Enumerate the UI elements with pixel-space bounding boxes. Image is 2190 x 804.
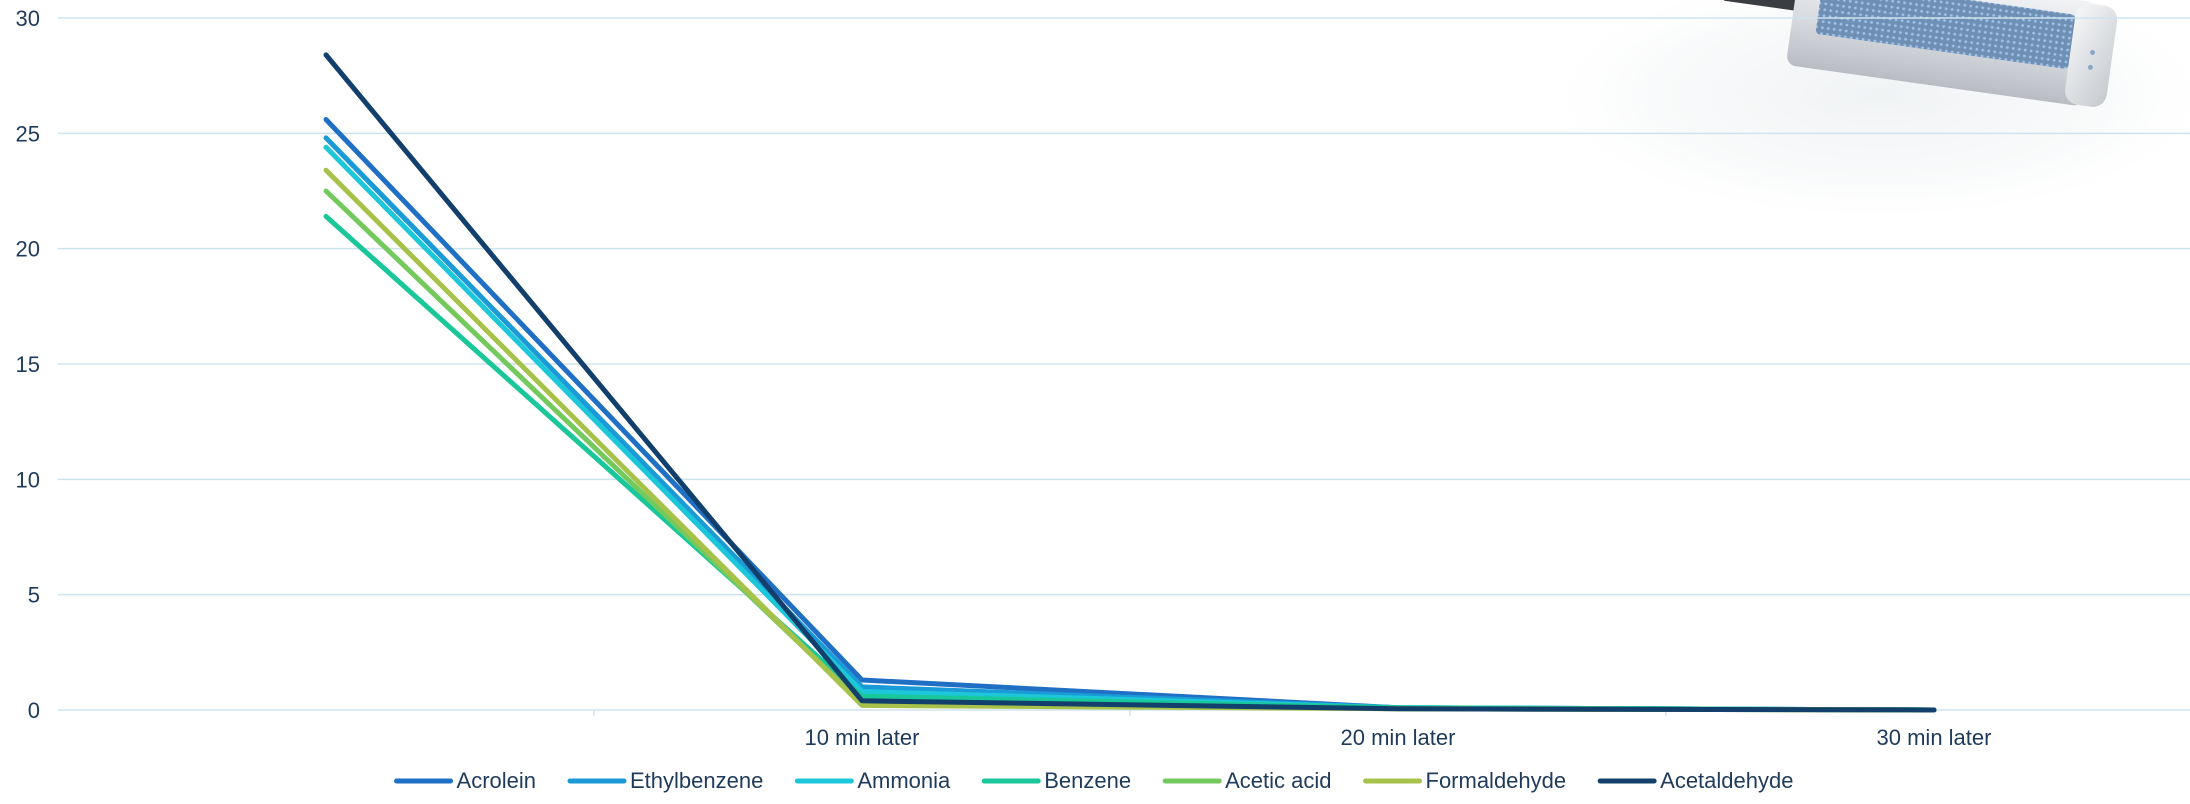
legend-item-ammonia[interactable]: Ammonia bbox=[794, 768, 951, 793]
series-line-benzene bbox=[323, 213, 1937, 713]
x-tick-label: 30 min later bbox=[1877, 725, 1992, 750]
legend-item-acetic-acid[interactable]: Acetic acid bbox=[1162, 768, 1332, 793]
legend: Acrolein Ethylbenzene Ammonia Benzene Acetic… bbox=[394, 768, 1793, 793]
y-tick-label: 15 bbox=[16, 352, 40, 377]
legend-item-acetaldehyde[interactable]: Acetaldehyde bbox=[1597, 768, 1793, 793]
y-tick-label: 20 bbox=[16, 237, 40, 262]
y-tick-label: 5 bbox=[28, 583, 40, 608]
legend-label: Acetaldehyde bbox=[1660, 768, 1793, 793]
y-tick-label: 25 bbox=[16, 121, 40, 146]
legend-label: Formaldehyde bbox=[1426, 768, 1567, 793]
legend-label: Acetic acid bbox=[1225, 768, 1331, 793]
series-line-ammonia bbox=[323, 144, 1937, 713]
legend-item-benzene[interactable]: Benzene bbox=[981, 768, 1131, 793]
series-lines bbox=[323, 52, 1937, 713]
gridlines bbox=[58, 17, 2190, 711]
series-line-acetaldehyde bbox=[323, 52, 1937, 713]
product-image bbox=[1540, 0, 2190, 225]
series-line-acrolein bbox=[323, 117, 1937, 713]
legend-label: Ammonia bbox=[857, 768, 951, 793]
legend-label: Ethylbenzene bbox=[630, 768, 763, 793]
legend-item-formaldehyde[interactable]: Formaldehyde bbox=[1363, 768, 1567, 793]
legend-label: Benzene bbox=[1044, 768, 1131, 793]
legend-label: Acrolein bbox=[457, 768, 536, 793]
series-line-formaldehyde bbox=[323, 167, 1937, 713]
y-tick-label: 0 bbox=[28, 698, 40, 723]
legend-item-ethylbenzene[interactable]: Ethylbenzene bbox=[567, 768, 763, 793]
legend-item-acrolein[interactable]: Acrolein bbox=[394, 768, 536, 793]
y-axis: 0 5 10 15 20 25 30 bbox=[16, 6, 40, 723]
series-line-acetic-acid bbox=[323, 188, 1937, 713]
y-tick-label: 10 bbox=[16, 467, 40, 492]
x-axis: 10 min later 20 min later 30 min later bbox=[593, 710, 1992, 750]
x-tick-label: 20 min later bbox=[1341, 725, 1456, 750]
y-tick-label: 30 bbox=[16, 6, 40, 31]
x-tick-label: 10 min later bbox=[805, 725, 920, 750]
